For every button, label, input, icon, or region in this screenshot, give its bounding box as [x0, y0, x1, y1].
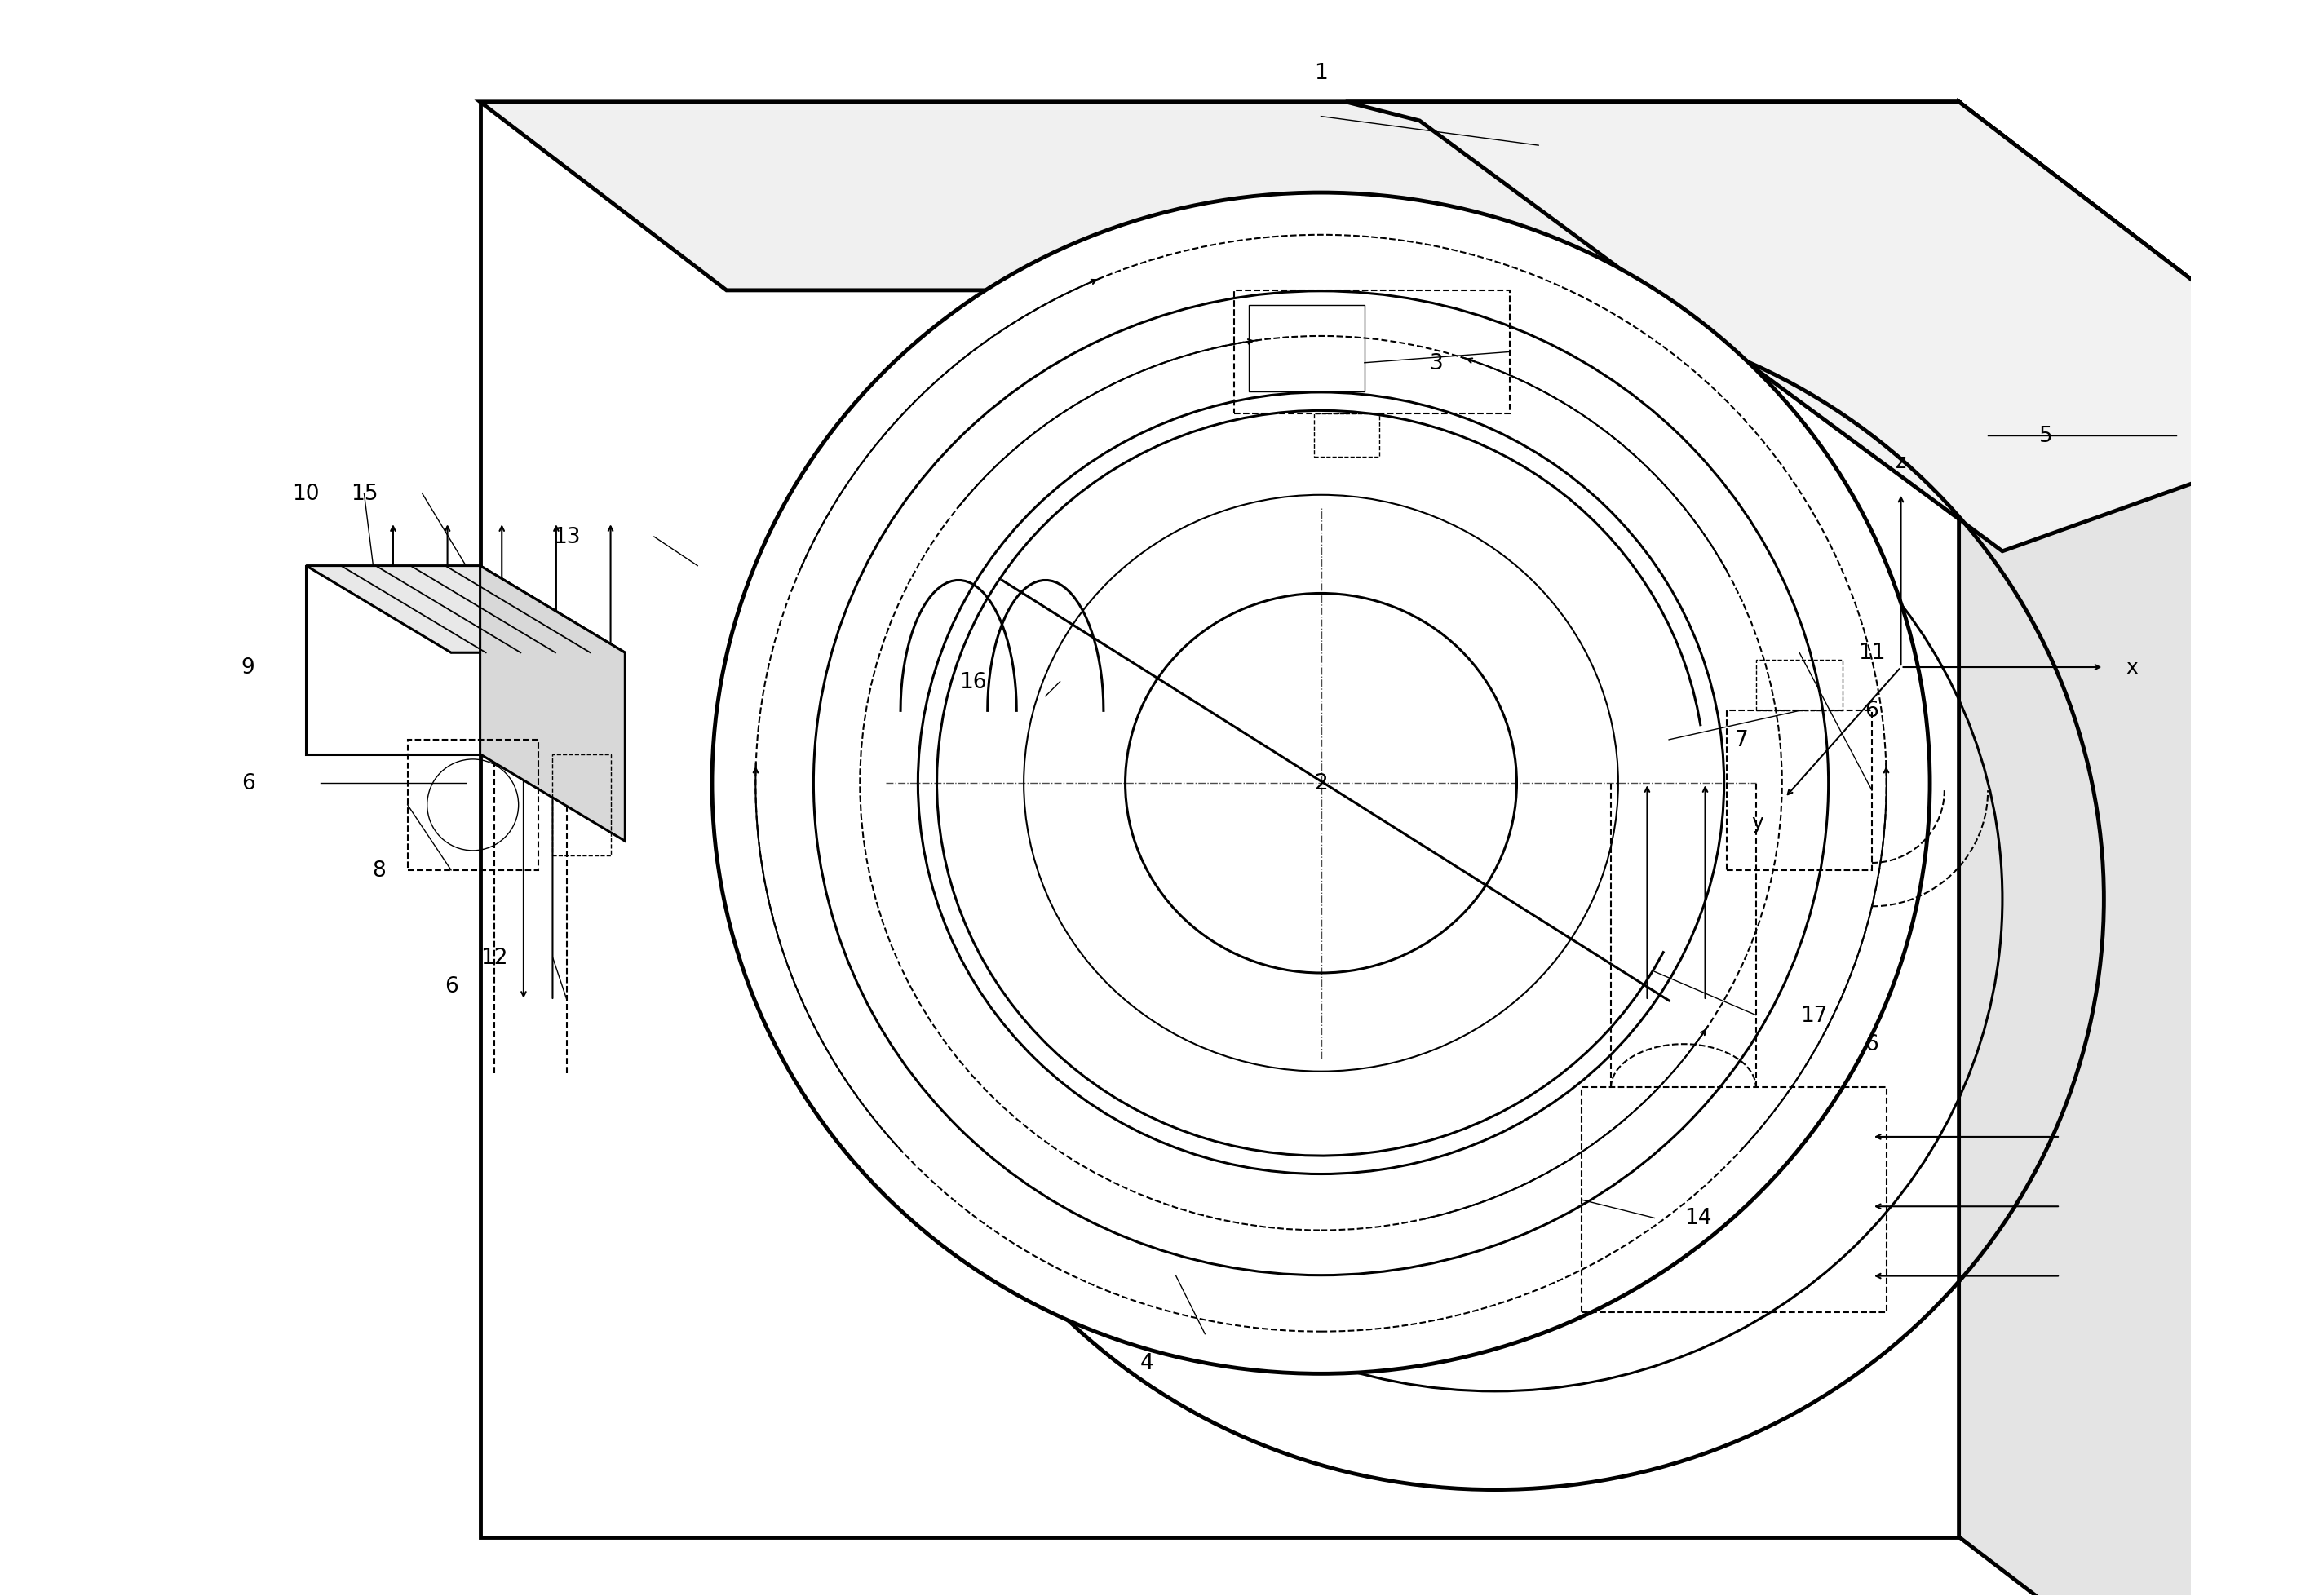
Polygon shape: [481, 567, 625, 841]
Polygon shape: [481, 102, 1958, 1537]
Ellipse shape: [713, 193, 1930, 1374]
Text: y: y: [1752, 812, 1763, 832]
Text: z: z: [1896, 452, 1907, 472]
Polygon shape: [481, 102, 2205, 290]
Text: 11: 11: [1858, 643, 1886, 664]
Text: 4: 4: [1141, 1352, 1155, 1374]
Text: x: x: [2126, 658, 2137, 677]
Text: 6: 6: [242, 772, 256, 795]
Text: 12: 12: [481, 946, 509, 967]
Text: 8: 8: [372, 860, 386, 881]
Text: 6: 6: [1865, 701, 1879, 721]
Text: 16: 16: [959, 672, 987, 693]
Text: 9: 9: [242, 658, 256, 678]
Text: 1: 1: [1315, 62, 1329, 85]
Polygon shape: [307, 567, 481, 755]
Text: 14: 14: [1684, 1208, 1712, 1229]
Text: 10: 10: [293, 484, 321, 504]
Text: 13: 13: [553, 527, 581, 547]
Polygon shape: [1345, 102, 2205, 552]
Polygon shape: [1958, 102, 2205, 1596]
Text: 5: 5: [2040, 425, 2054, 447]
Polygon shape: [307, 567, 625, 653]
Text: 6: 6: [444, 975, 458, 998]
Ellipse shape: [1124, 594, 1517, 974]
Text: 15: 15: [351, 484, 379, 504]
Text: 7: 7: [1735, 729, 1749, 750]
Text: 2: 2: [1315, 772, 1329, 795]
Text: 6: 6: [1865, 1034, 1879, 1055]
Text: 3: 3: [1431, 353, 1445, 373]
Text: 17: 17: [1800, 1005, 1828, 1026]
